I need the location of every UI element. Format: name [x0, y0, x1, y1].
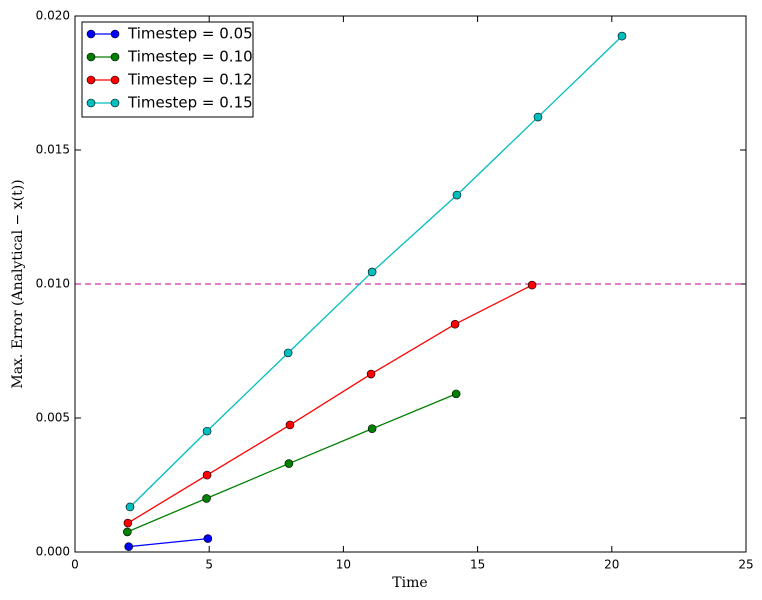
legend-marker — [86, 52, 96, 62]
data-point — [202, 494, 211, 503]
x-tick-label: 15 — [470, 558, 485, 572]
x-tick-label: 20 — [604, 558, 619, 572]
series-line — [128, 537, 208, 548]
x-tick-label: 5 — [205, 558, 213, 572]
data-point — [284, 459, 294, 468]
legend-marker — [86, 75, 96, 85]
legend-marker — [110, 75, 120, 85]
data-point — [367, 424, 377, 434]
data-point — [366, 369, 376, 379]
y-tick-label: 0.000 — [36, 545, 70, 559]
data-point — [124, 542, 133, 551]
legend: Timestep = 0.05 Timestep = 0.10 Timestep =… — [81, 21, 254, 118]
data-point — [450, 319, 460, 329]
y-tick-label: 0.010 — [36, 277, 70, 291]
data-point — [367, 267, 377, 277]
x-tick-label: 25 — [738, 558, 753, 572]
y-tick-label: 0.020 — [36, 9, 70, 23]
legend-marker — [110, 29, 120, 39]
legend-label: Timestep = 0.05 — [127, 25, 253, 43]
data-point — [527, 280, 537, 290]
x-tick-label: 10 — [336, 558, 351, 572]
data-point — [451, 389, 461, 399]
y-axis-label: Max. Error (Analytical − x(t)) — [10, 179, 26, 388]
legend-marker — [110, 98, 120, 108]
legend-label: Timestep = 0.12 — [127, 71, 253, 89]
data-point — [203, 534, 213, 543]
legend-marker — [86, 98, 96, 108]
y-tick-label: 0.015 — [36, 143, 70, 157]
data-point — [285, 420, 295, 430]
x-tick-label: 0 — [71, 558, 79, 572]
x-axis-label: Time — [392, 575, 427, 591]
legend-label: Timestep = 0.10 — [127, 48, 253, 66]
series-line — [127, 284, 533, 524]
data-point — [202, 426, 212, 436]
data-point — [283, 348, 293, 358]
data-point — [533, 112, 543, 122]
data-point — [125, 502, 135, 512]
data-point — [123, 527, 132, 537]
data-point — [452, 190, 462, 200]
data-point — [617, 31, 627, 41]
legend-marker — [110, 52, 120, 62]
legend-marker — [86, 29, 96, 39]
y-tick-label: 0.005 — [36, 411, 70, 425]
data-point — [123, 518, 133, 528]
data-point — [202, 470, 212, 480]
legend-box — [81, 21, 254, 118]
legend-label: Timestep = 0.15 — [127, 94, 253, 112]
plot-frame — [74, 15, 747, 553]
